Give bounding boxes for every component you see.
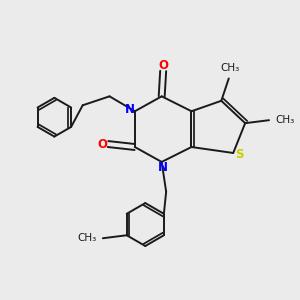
Text: CH₃: CH₃ (276, 115, 295, 125)
Text: CH₃: CH₃ (220, 63, 240, 73)
Text: O: O (98, 137, 108, 151)
Text: S: S (236, 148, 244, 161)
Text: N: N (124, 103, 134, 116)
Text: O: O (158, 59, 168, 72)
Text: N: N (158, 161, 168, 174)
Text: CH₃: CH₃ (77, 233, 96, 243)
